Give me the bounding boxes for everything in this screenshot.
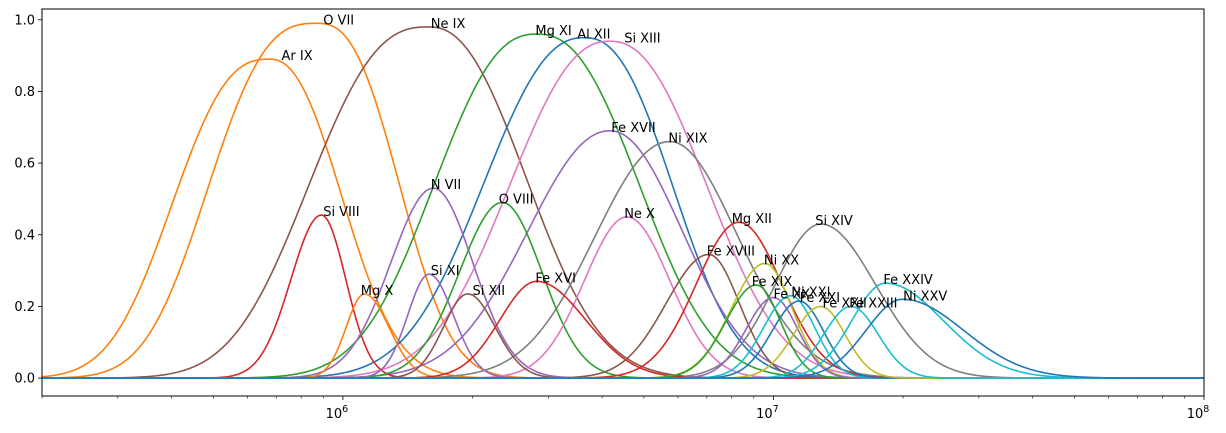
series-label-ne-x: Ne X [624,207,655,222]
x-tick-label: 106 [326,404,349,422]
series-line-mg-x [42,293,1204,379]
series-label-mg-xi: Mg XI [535,24,571,39]
series-line-fe-xvii [42,130,1204,379]
series-label-si-viii: Si VIII [323,205,359,220]
series-line-fe-xviii [42,253,1204,379]
series-line-fe-xx [42,296,1204,379]
series-label-si-xiii: Si XIII [624,31,660,46]
series-line-ni-xix [42,140,1204,379]
y-tick-label: 0.4 [14,228,35,243]
y-tick-label: 0.8 [14,85,35,100]
series-line-ni-xxi [42,294,1204,379]
series-label-fe-xviii: Fe XVIII [707,245,755,260]
series-label-si-xi: Si XI [431,264,460,279]
series-line-al-xii [42,36,1204,379]
series-label-fe-xxi: Fe XXI [800,291,841,306]
series-label-fe-xxiv: Fe XXIV [883,273,933,288]
series-label-ni-xxi: Ni XXI [791,286,830,301]
series-label-mg-xii: Mg XII [732,212,772,227]
series-line-fe-xxii [42,305,1204,379]
series-label-si-xiv: Si XIV [815,214,853,229]
series-label-ni-xx: Ni XX [764,253,799,268]
series-line-mg-xi [42,33,1204,379]
series-label-ni-xix: Ni XIX [668,132,707,147]
y-tick-label: 1.0 [14,13,35,28]
x-tick-label: 107 [756,404,779,422]
series-labels: O VII Ar IX Ne IX Mg XI Al XII Si XIII Fe XVII… [282,13,948,311]
series-label-fe-xix: Fe XIX [752,275,793,290]
series-line-fe-xvi [42,280,1204,379]
series-label-mg-x: Mg X [361,284,394,299]
series-line-mg-xii [42,221,1204,379]
series-line-fe-xxiv [42,282,1204,379]
plot-frame [41,8,1205,397]
x-tick-label: 108 [1187,404,1210,422]
y-tick-label: 0.0 [14,372,35,387]
series-label-o-vii: O VII [323,13,354,28]
series-line-si-xii [42,293,1204,379]
series-line-si-xiii [42,40,1204,379]
series-label-fe-xvii: Fe XVII [611,121,655,136]
axes: 0.0 0.2 0.4 0.6 0.8 1.0 106 107 108 [14,13,1209,422]
series-line-o-vii [41,22,1204,379]
series-label-fe-xx: Fe XX [774,288,811,303]
series-label-ni-xxv: Ni XXV [903,289,947,304]
series-label-o-viii: O VIII [499,193,534,208]
series-label-n-vii: N VII [431,178,461,193]
series-label-fe-xxiii: Fe XXIII [849,296,897,311]
series-label-fe-xvi: Fe XVI [535,271,576,286]
series-line-ar-ix [41,58,1204,379]
y-tick-label: 0.6 [14,157,35,172]
series-curves [41,22,1204,379]
series-line-fe-xxiii [42,305,1204,379]
series-label-ne-ix: Ne IX [431,17,466,32]
series-label-si-xii: Si XII [473,284,506,299]
series-line-ni-xxv [42,298,1204,379]
series-label-al-xii: Al XII [577,28,610,43]
series-line-o-viii [42,201,1204,379]
y-tick-label: 0.2 [14,300,35,315]
series-label-fe-xxii: Fe XXII [823,296,867,311]
series-label-ar-ix: Ar IX [282,49,313,64]
series-line-ne-ix [42,26,1204,379]
series-line-n-vii [42,187,1204,379]
series-line-fe-xix [42,284,1204,379]
series-line-fe-xxi [42,300,1204,379]
